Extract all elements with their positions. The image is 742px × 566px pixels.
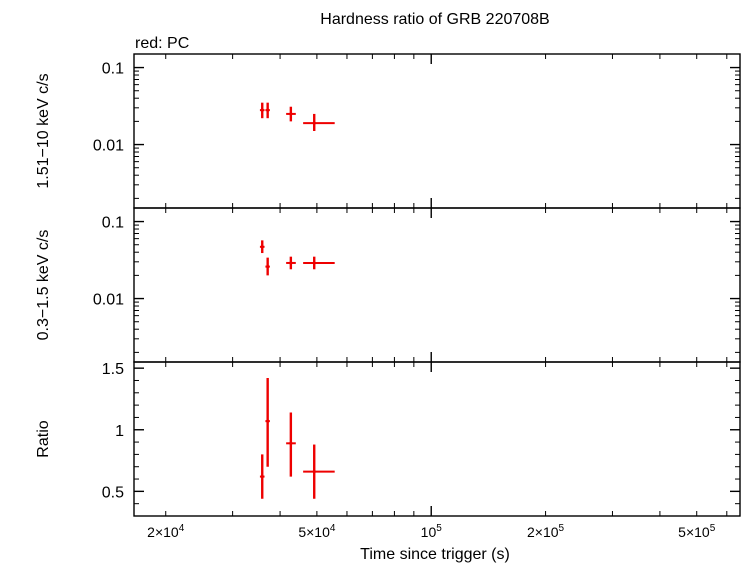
y-tick-label-ratio: 1 — [115, 423, 124, 440]
data-point-hard — [312, 121, 316, 125]
data-point-ratio — [266, 419, 270, 423]
data-point-ratio — [289, 441, 293, 445]
y-tick-label-soft: 0.1 — [102, 215, 124, 232]
x-tick-label: 2×105 — [527, 523, 565, 540]
y-axis-label-soft: 0.3−1.5 keV c/s — [35, 230, 52, 341]
x-tick-label: 5×105 — [678, 523, 716, 540]
x-tick-label: 105 — [421, 523, 443, 540]
y-axis-label-ratio: Ratio — [35, 420, 52, 457]
legend-label: red: PC — [135, 35, 189, 52]
x-tick-label: 5×104 — [298, 523, 336, 540]
y-tick-label-ratio: 0.5 — [102, 484, 124, 501]
y-tick-label-hard: 0.01 — [93, 138, 124, 155]
data-point-hard — [289, 112, 293, 116]
y-axis-label-hard: 1.51−10 keV c/s — [35, 73, 52, 188]
data-point-soft — [289, 261, 293, 265]
data-point-soft — [312, 261, 316, 265]
data-point-soft — [266, 265, 270, 269]
x-axis-label: Time since trigger (s) — [360, 546, 510, 563]
data-point-hard — [266, 108, 270, 112]
data-point-ratio — [312, 470, 316, 474]
y-tick-label-hard: 0.1 — [102, 61, 124, 78]
panel-frame-hard — [133, 53, 741, 209]
data-point-soft — [260, 245, 264, 249]
data-point-hard — [260, 108, 264, 112]
y-tick-label-soft: 0.01 — [93, 292, 124, 309]
panel-frame-ratio — [133, 361, 741, 517]
y-tick-label-ratio: 1.5 — [102, 361, 124, 378]
panel-frame-soft — [133, 207, 741, 363]
x-tick-label: 2×104 — [147, 523, 185, 540]
chart-panels: 0.1 0.01 1.51−10 keV c/s 0.1 0.01 0.3−1.5 keV… — [35, 53, 741, 540]
data-point-ratio — [260, 474, 264, 479]
chart-title: Hardness ratio of GRB 220708B — [320, 11, 549, 28]
